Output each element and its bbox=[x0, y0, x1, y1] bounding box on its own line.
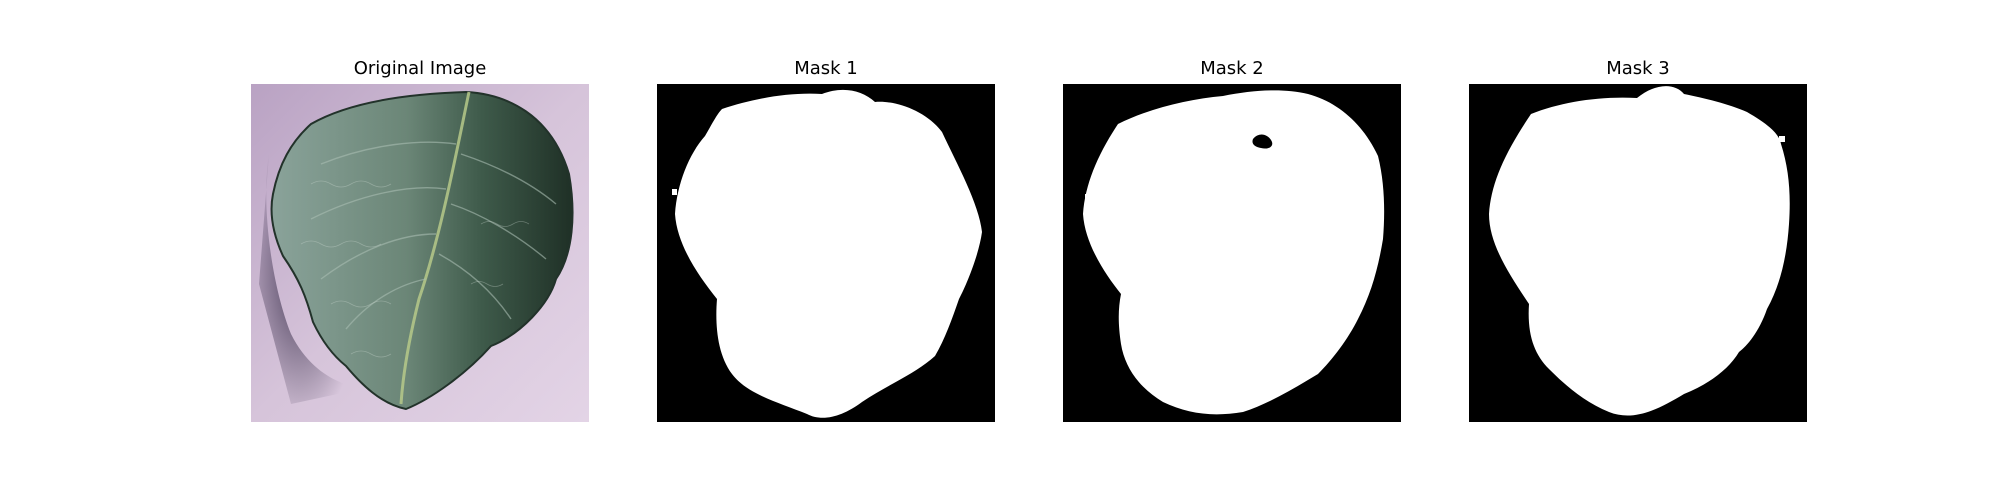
mask-1-panel bbox=[657, 84, 995, 422]
panel-title-mask-3: Mask 3 bbox=[1606, 58, 1670, 79]
leaf-midrib bbox=[399, 91, 471, 405]
leaf-veins bbox=[310, 141, 557, 330]
leaf-photo bbox=[251, 84, 589, 422]
mask-2-hole bbox=[1252, 134, 1273, 149]
panel-title-mask-1: Mask 1 bbox=[794, 58, 858, 79]
mask-3-speck bbox=[1779, 136, 1785, 142]
leaf-shadow bbox=[259, 154, 361, 404]
mask-1-speck bbox=[672, 189, 677, 195]
mask-3-foreground bbox=[1489, 86, 1790, 416]
mask-2-panel bbox=[1063, 84, 1401, 422]
mask-1-foreground bbox=[675, 89, 982, 418]
mask-2-image bbox=[1063, 84, 1401, 422]
mask-3-panel bbox=[1469, 84, 1807, 422]
mask-1-image bbox=[657, 84, 995, 422]
mask-2-foreground bbox=[1083, 90, 1385, 415]
mask-3-image bbox=[1469, 84, 1807, 422]
original-image-panel bbox=[251, 84, 589, 422]
leaf-body bbox=[270, 90, 574, 411]
panel-title-original-image: Original Image bbox=[353, 58, 487, 79]
panel-title-mask-2: Mask 2 bbox=[1200, 58, 1264, 79]
leaf-wrinkles bbox=[300, 180, 530, 358]
mask-2-speck bbox=[1085, 194, 1089, 200]
